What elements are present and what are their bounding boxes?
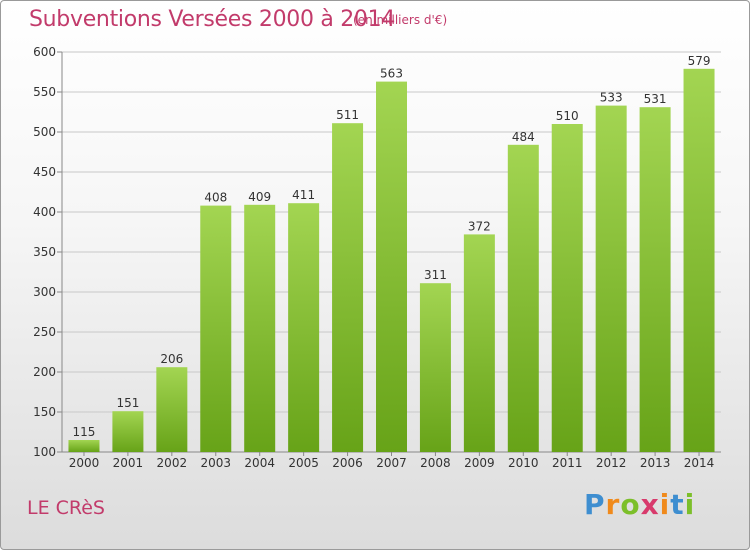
x-tick-label: 2003 xyxy=(200,456,231,470)
data-label: 408 xyxy=(204,191,227,205)
bar xyxy=(639,107,671,452)
data-label: 510 xyxy=(556,109,579,123)
y-tick-label: 500 xyxy=(33,125,56,139)
y-tick-label: 550 xyxy=(33,85,56,99)
data-label: 115 xyxy=(73,425,96,439)
x-tick-label: 2000 xyxy=(69,456,100,470)
bar xyxy=(595,105,627,452)
x-tick-label: 2012 xyxy=(596,456,627,470)
y-tick-label: 150 xyxy=(33,405,56,419)
bar xyxy=(683,68,715,453)
bar xyxy=(112,411,144,452)
data-label: 531 xyxy=(644,92,667,106)
bar xyxy=(332,123,364,452)
bar xyxy=(376,81,407,452)
commune-name: LE CRèS xyxy=(27,497,105,519)
x-tick-label: 2011 xyxy=(552,456,583,470)
y-tick-label: 250 xyxy=(33,325,56,339)
bar xyxy=(507,144,539,453)
data-label: 372 xyxy=(468,219,491,233)
x-tick-label: 2008 xyxy=(420,456,451,470)
bars xyxy=(68,68,715,453)
x-tick-label: 2006 xyxy=(332,456,363,470)
data-label: 579 xyxy=(688,54,711,68)
x-tick-label: 2001 xyxy=(113,456,144,470)
y-tick-label: 300 xyxy=(33,285,56,299)
data-label: 411 xyxy=(292,188,315,202)
y-tick-label: 450 xyxy=(33,165,56,179)
data-label: 206 xyxy=(160,352,183,366)
data-label: 484 xyxy=(512,130,535,144)
bar xyxy=(244,204,276,452)
bar xyxy=(419,283,451,452)
bar xyxy=(68,440,100,452)
x-tick-label: 2005 xyxy=(288,456,319,470)
x-tick-label: 2010 xyxy=(508,456,539,470)
bar xyxy=(551,124,583,452)
x-tick-label: 2009 xyxy=(464,456,495,470)
proxiti-logo: Proxiti xyxy=(584,488,696,521)
y-tick-label: 350 xyxy=(33,245,56,259)
data-label: 563 xyxy=(380,67,403,81)
bar xyxy=(156,367,188,452)
y-tick-label: 200 xyxy=(33,365,56,379)
x-tick-label: 2014 xyxy=(684,456,715,470)
x-tick-label: 2013 xyxy=(640,456,671,470)
data-label: 533 xyxy=(600,91,623,105)
data-label: 151 xyxy=(116,396,139,410)
y-tick-label: 600 xyxy=(33,45,56,59)
bar xyxy=(288,203,320,452)
chart-title: Subventions Versées 2000 à 2014 xyxy=(29,7,396,32)
data-label: 409 xyxy=(248,190,271,204)
x-tick-label: 2002 xyxy=(157,456,188,470)
data-label: 311 xyxy=(424,268,447,282)
bar xyxy=(463,234,495,452)
bar xyxy=(200,205,232,452)
y-tick-label: 400 xyxy=(33,205,56,219)
x-tick-label: 2004 xyxy=(244,456,275,470)
x-tick-label: 2007 xyxy=(376,456,407,470)
y-tick-label: 100 xyxy=(33,445,56,459)
data-labels: 115 151 206 408 409 411 511 563 311 372 484 510 533 5… xyxy=(73,54,711,439)
chart-unit: (en milliers d'€) xyxy=(353,13,448,27)
data-label: 511 xyxy=(336,108,359,122)
